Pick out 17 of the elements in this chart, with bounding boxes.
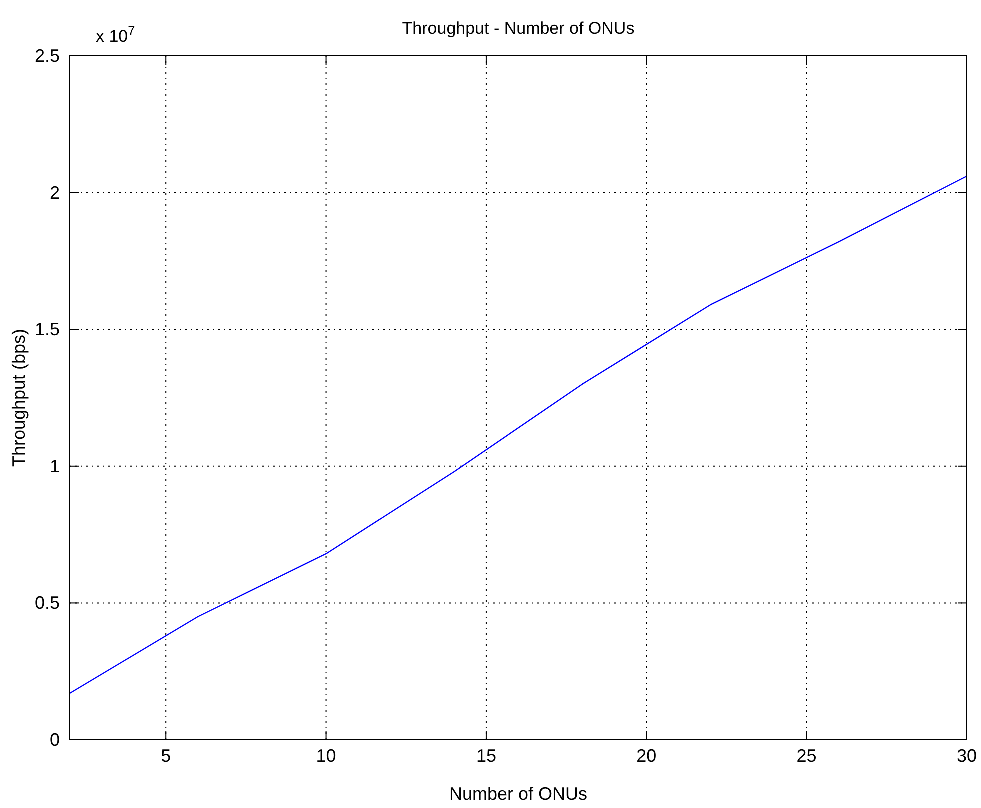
x-axis-title: Number of ONUs [449, 784, 588, 804]
x-tick-label: 25 [796, 746, 817, 766]
y-tick-label: 2.5 [34, 46, 60, 66]
y-tick-label: 0.5 [34, 593, 60, 614]
x-tick-label: 15 [476, 746, 496, 766]
chart-title: Throughput - Number of ONUs [402, 19, 635, 38]
x-tick-label: 20 [636, 746, 657, 766]
x-tick-label: 10 [316, 746, 336, 766]
y-tick-label: 2 [50, 182, 60, 203]
x-tick-label: 30 [956, 746, 978, 766]
line-series [69, 176, 968, 694]
y-tick-label: 1 [50, 456, 60, 476]
y-tick-label: 0 [50, 730, 60, 750]
y-axis-title: Throughput (bps) [9, 328, 29, 468]
y-tick-label: 1.5 [34, 320, 60, 340]
text: x 10$^{7}$ [96, 22, 136, 46]
x-tick-label: 5 [161, 746, 172, 766]
